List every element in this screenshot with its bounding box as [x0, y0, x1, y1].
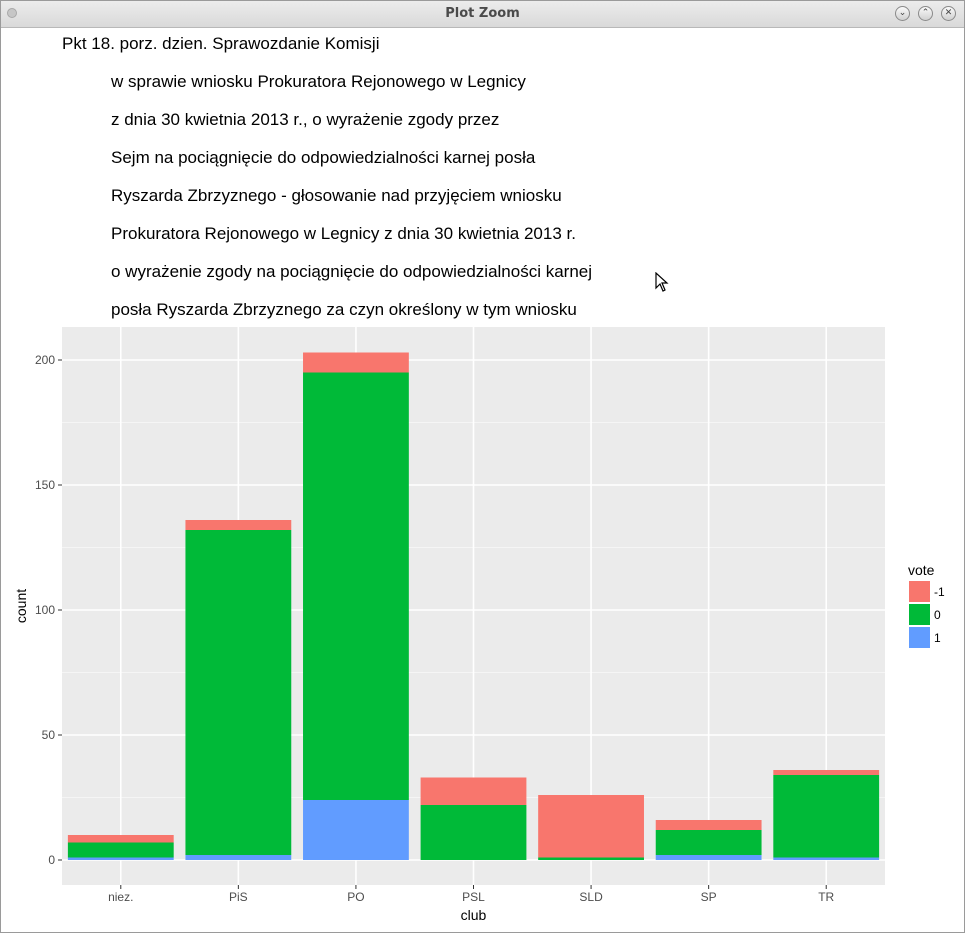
bar-segment: [655, 855, 762, 860]
x-tick-label: PSL: [462, 890, 485, 904]
x-tick-label: niez.: [108, 890, 133, 904]
bar-segment: [538, 857, 644, 860]
title-line: posła Ryszarda Zbrzyznego za czyn określ…: [111, 300, 577, 319]
legend-label: 0: [934, 608, 941, 622]
y-tick-label: 150: [35, 478, 55, 492]
window-title: Plot Zoom: [445, 6, 520, 21]
legend-label: -1: [934, 585, 945, 599]
x-tick-label: TR: [818, 890, 834, 904]
bar-segment: [655, 820, 762, 830]
window-menu-icon[interactable]: [7, 8, 17, 18]
bar-segment: [420, 805, 527, 860]
chevron-down-icon: ⌄: [898, 8, 907, 18]
bar-segment: [538, 795, 644, 858]
y-tick-label: 100: [35, 603, 55, 617]
x-tick-label: SLD: [579, 890, 603, 904]
x-tick-label: PiS: [229, 890, 248, 904]
y-tick-label: 200: [35, 353, 55, 367]
legend-title: vote: [908, 562, 935, 578]
chevron-up-icon: ⌃: [921, 8, 930, 18]
legend-label: 1: [934, 631, 941, 645]
title-line: Sejm na pociągnięcie do odpowiedzialnośc…: [111, 148, 536, 167]
bar-segment: [67, 842, 174, 858]
bar-segment: [655, 830, 762, 855]
y-tick-label: 50: [42, 728, 56, 742]
title-bar[interactable]: Plot Zoom ⌄ ⌃ ✕: [1, 1, 964, 28]
title-line: w sprawie wniosku Prokuratora Rejonowego…: [111, 72, 526, 91]
bar-segment: [773, 857, 880, 860]
close-icon: ✕: [944, 8, 953, 18]
bar-segment: [185, 530, 292, 855]
x-tick-label: PO: [347, 890, 364, 904]
bar-segment: [303, 800, 409, 860]
bar-segment: [303, 352, 409, 373]
y-tick-label: 0: [48, 853, 55, 867]
legend-key: [909, 604, 930, 625]
title-line: Prokuratora Rejonowego w Legnicy z dnia …: [111, 224, 576, 243]
legend-key: [909, 581, 930, 602]
maximize-button[interactable]: ⌃: [918, 6, 933, 21]
bar-segment: [67, 835, 174, 843]
title-line: o wyrażenie zgody na pociągnięcie do odp…: [111, 262, 593, 281]
x-tick-label: SP: [701, 890, 717, 904]
title-line: Pkt 18. porz. dzien. Sprawozdanie Komisj…: [62, 34, 380, 53]
y-axis-label: count: [13, 589, 29, 623]
title-line: z dnia 30 kwietnia 2013 r., o wyrażenie …: [111, 110, 500, 129]
title-line: Ryszarda Zbrzyznego - głosowanie nad prz…: [111, 186, 562, 205]
bar-segment: [67, 857, 174, 860]
minimize-button[interactable]: ⌄: [895, 6, 910, 21]
x-axis-label: club: [461, 907, 487, 923]
close-button[interactable]: ✕: [941, 6, 956, 21]
bar-segment: [773, 770, 880, 775]
mouse-cursor-icon: [655, 271, 669, 296]
bar-segment: [185, 855, 292, 860]
legend-key: [909, 627, 930, 648]
bar-segment: [773, 775, 880, 858]
bar-segment: [185, 520, 292, 530]
bar-segment: [420, 777, 527, 805]
bar-segment: [303, 372, 409, 800]
